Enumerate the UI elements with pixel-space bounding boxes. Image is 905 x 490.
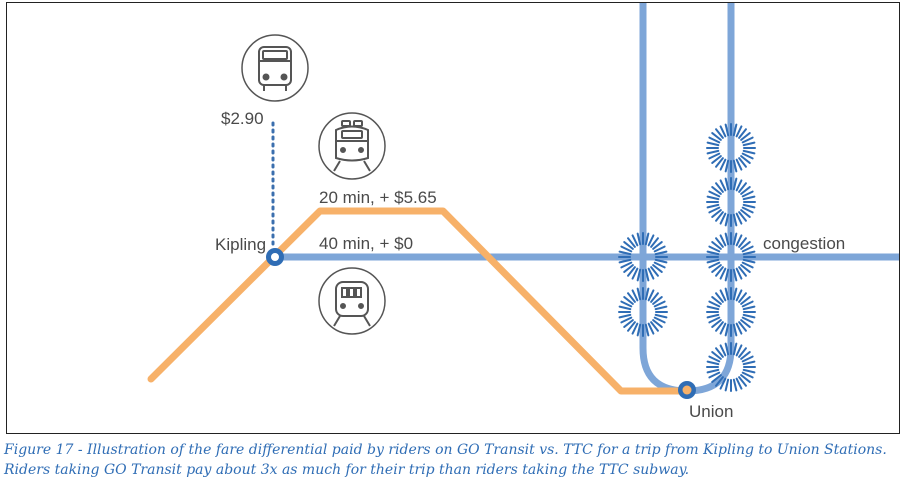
congestion-burst (706, 123, 756, 173)
figure-caption: Figure 17 - Illustration of the fare dif… (4, 442, 887, 478)
ttc-trip-label: 40 min, + $0 (319, 234, 413, 253)
union-label: Union (689, 402, 733, 421)
congestion-burst (618, 232, 668, 282)
yonge-university-loop (639, 3, 735, 395)
go-transit-line (147, 207, 691, 395)
go-trip-label: 20 min, + $5.65 (319, 188, 437, 207)
subway-icon (318, 267, 386, 335)
kipling-station (266, 248, 284, 266)
kipling-label: Kipling (215, 235, 266, 254)
congestion-burst (706, 177, 756, 227)
congestion-label: congestion (763, 234, 845, 253)
congestion-burst (706, 342, 756, 392)
train-icon (318, 112, 386, 180)
bus-fare-label: $2.90 (221, 109, 264, 128)
congestion-burst (706, 287, 756, 337)
bus-icon (241, 34, 309, 102)
congestion-burst (618, 287, 668, 337)
congestion-markers (618, 123, 756, 392)
congestion-burst (706, 232, 756, 282)
diagram-frame: $2.90 20 min, + $5.65 40 min, + $0 Kipli… (6, 2, 900, 434)
fare-diagram: $2.90 20 min, + $5.65 40 min, + $0 Kipli… (147, 3, 899, 421)
union-station (678, 381, 696, 399)
